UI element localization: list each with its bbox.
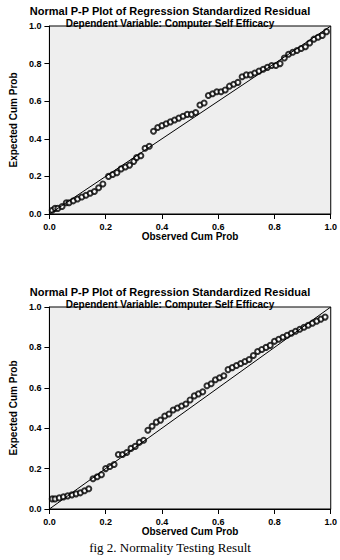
- svg-text:1.0: 1.0: [324, 222, 337, 232]
- svg-text:0.0: 0.0: [43, 222, 56, 232]
- svg-text:Expected Cum Prob: Expected Cum Prob: [8, 72, 19, 167]
- svg-text:0.6: 0.6: [29, 96, 42, 106]
- svg-text:0.4: 0.4: [156, 517, 169, 527]
- svg-text:Observed Cum Prob: Observed Cum Prob: [142, 526, 239, 537]
- svg-text:0.2: 0.2: [29, 464, 42, 474]
- svg-text:0.8: 0.8: [268, 222, 281, 232]
- svg-text:0.0: 0.0: [43, 517, 56, 527]
- svg-text:Normal P-P Plot of Regression: Normal P-P Plot of Regression Standardiz…: [30, 286, 310, 298]
- svg-text:1.0: 1.0: [29, 21, 42, 31]
- svg-text:0.0: 0.0: [29, 209, 42, 219]
- svg-text:Dependent Variable: Computer S: Dependent Variable: Computer Self Effica…: [66, 299, 275, 310]
- svg-text:Expected Cum Prob: Expected Cum Prob: [8, 360, 19, 455]
- svg-text:0.0: 0.0: [29, 504, 42, 514]
- svg-text:0.4: 0.4: [156, 222, 169, 232]
- svg-text:Dependent Variable: Computer S: Dependent Variable: Computer Self Effica…: [66, 18, 275, 29]
- svg-text:0.4: 0.4: [29, 423, 42, 433]
- svg-text:0.8: 0.8: [268, 517, 281, 527]
- svg-text:1.0: 1.0: [324, 517, 337, 527]
- svg-text:0.6: 0.6: [29, 383, 42, 393]
- svg-text:0.2: 0.2: [99, 222, 112, 232]
- svg-text:0.6: 0.6: [212, 517, 225, 527]
- svg-text:Normal P-P Plot of Regression: Normal P-P Plot of Regression Standardiz…: [30, 5, 310, 17]
- svg-text:0.8: 0.8: [29, 59, 42, 69]
- svg-text:0.4: 0.4: [29, 134, 42, 144]
- svg-text:0.2: 0.2: [99, 517, 112, 527]
- svg-text:0.2: 0.2: [29, 171, 42, 181]
- svg-text:1.0: 1.0: [29, 302, 42, 312]
- svg-text:Observed Cum Prob: Observed Cum Prob: [142, 231, 239, 242]
- svg-text:0.6: 0.6: [212, 222, 225, 232]
- svg-text:0.8: 0.8: [29, 342, 42, 352]
- svg-text:fig 2. Normality Testing Resul: fig 2. Normality Testing Result: [89, 540, 251, 555]
